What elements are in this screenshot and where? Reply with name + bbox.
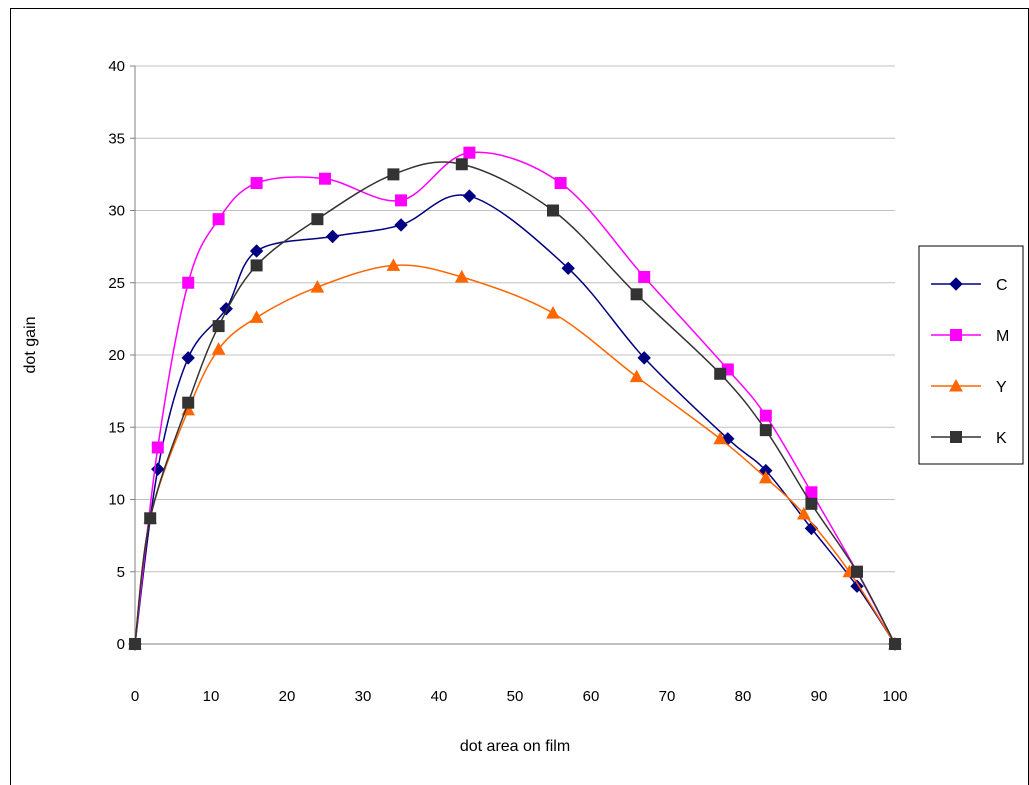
- y-axis-title: dot gain: [22, 317, 39, 374]
- chart-frame: 0 5 10 15 20 25 30 35 40 0 10 20 30 40 50 60 70 80 90 100 …: [10, 8, 1029, 785]
- legend-marker: [949, 378, 963, 392]
- series-k: [129, 158, 901, 650]
- y-tick-label: 0: [117, 636, 125, 653]
- x-tick-label: 40: [431, 688, 448, 705]
- x-tick-label: 30: [355, 688, 372, 705]
- x-tick-label: 90: [811, 688, 828, 705]
- data-point-y: [211, 342, 226, 355]
- legend: C M Y K: [918, 245, 1024, 465]
- data-point-m: [759, 409, 772, 422]
- y-tick-label: 30: [108, 203, 125, 220]
- data-point-y: [386, 258, 401, 271]
- data-point-c: [325, 229, 340, 244]
- legend-marker: [950, 431, 962, 443]
- data-point-k: [311, 213, 324, 226]
- y-tick-label: 25: [108, 275, 125, 292]
- data-point-y: [796, 506, 811, 520]
- y-tick-label: 5: [117, 564, 125, 581]
- series-c: [128, 189, 902, 651]
- series-line-c: [134, 194, 896, 645]
- data-point-m: [805, 486, 818, 499]
- x-tick-label: 70: [659, 688, 676, 705]
- data-point-y: [758, 470, 773, 484]
- axes: [134, 66, 895, 645]
- series-y: [128, 258, 902, 650]
- x-tick-label: 80: [735, 688, 752, 705]
- x-tick-label: 50: [507, 688, 524, 705]
- data-point-c: [561, 261, 575, 276]
- data-point-y: [454, 269, 469, 283]
- data-point-y: [310, 280, 325, 293]
- legend-marker: [950, 329, 962, 341]
- data-point-c: [394, 218, 408, 232]
- x-tick-label: 60: [583, 688, 600, 705]
- data-point-y: [249, 310, 264, 323]
- data-point-k: [144, 512, 157, 525]
- data-point-m: [182, 276, 195, 289]
- data-point-k: [250, 259, 263, 272]
- y-tick-label: 15: [108, 419, 125, 436]
- y-tick-labels: 0 5 10 15 20 25 30 35 40: [108, 58, 125, 653]
- legend-item-m: M: [931, 328, 1009, 345]
- legend-marker: [949, 277, 963, 291]
- data-point-y: [713, 431, 728, 445]
- data-point-k: [805, 497, 818, 510]
- data-point-m: [212, 213, 225, 226]
- data-point-c: [850, 579, 864, 593]
- data-point-m: [638, 270, 651, 283]
- x-axis-title: dot area on film: [460, 738, 570, 755]
- data-point-k: [129, 638, 141, 650]
- legend-label: K: [996, 430, 1007, 447]
- data-point-m: [554, 177, 567, 190]
- y-tick-label: 20: [108, 347, 125, 364]
- data-point-c: [462, 189, 477, 203]
- y-tick-label: 10: [108, 492, 125, 509]
- legend-label: Y: [996, 379, 1007, 396]
- y-tick-label: 35: [108, 130, 125, 147]
- x-tick-label: 10: [203, 688, 220, 705]
- legend-item-c: C: [931, 277, 1008, 294]
- data-point-m: [319, 172, 331, 185]
- data-point-k: [547, 204, 559, 217]
- data-point-m: [395, 194, 407, 207]
- series-line-m: [134, 151, 896, 645]
- data-point-c: [249, 244, 264, 258]
- data-point-k: [387, 168, 400, 181]
- legend-label: C: [996, 277, 1008, 294]
- x-tick-labels: 0 10 20 30 40 50 60 70 80 90 100: [131, 688, 908, 705]
- legend-label: M: [996, 328, 1009, 345]
- data-point-k: [851, 565, 863, 578]
- series-layer: [128, 146, 902, 651]
- data-point-m: [151, 441, 164, 454]
- data-point-m: [463, 146, 476, 159]
- data-point-k: [889, 638, 901, 650]
- data-point-y: [629, 369, 644, 383]
- data-point-k: [759, 424, 772, 437]
- gridlines: [130, 65, 895, 645]
- data-point-m: [250, 177, 263, 190]
- legend-box: [918, 245, 1024, 465]
- data-point-y: [546, 306, 560, 319]
- x-tick-label: 20: [279, 688, 296, 705]
- data-point-c: [181, 351, 195, 365]
- legend-item-k: K: [931, 430, 1007, 447]
- data-point-c: [637, 351, 651, 365]
- data-point-k: [212, 320, 225, 333]
- x-tick-label: 100: [882, 688, 907, 705]
- data-point-k: [455, 158, 468, 171]
- data-point-k: [182, 396, 195, 409]
- data-point-k: [714, 367, 727, 380]
- y-tick-label: 40: [108, 58, 125, 75]
- x-tick-label: 0: [131, 688, 139, 705]
- legend-item-y: Y: [931, 378, 1007, 396]
- data-point-k: [630, 288, 643, 301]
